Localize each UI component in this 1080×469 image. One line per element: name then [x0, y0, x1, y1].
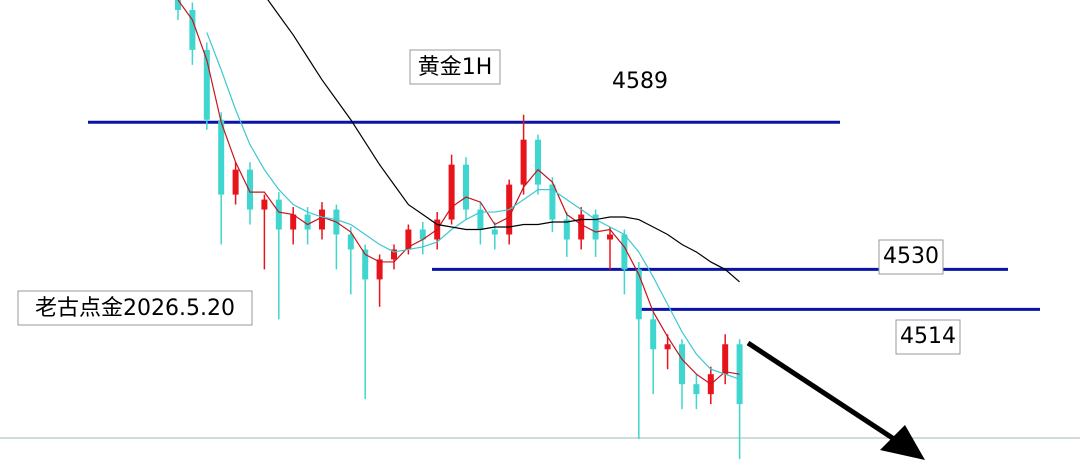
moving-average [267, 0, 740, 283]
arrow [746, 340, 925, 460]
candle-body [549, 184, 556, 220]
candle-body [319, 209, 325, 230]
candle-body [664, 344, 671, 350]
candle-body [175, 0, 181, 10]
level-box [878, 239, 944, 275]
title-box [409, 49, 501, 85]
candle-body [448, 164, 455, 220]
candle-body [218, 119, 225, 195]
level-label: 4530 [883, 244, 939, 269]
candle-body [247, 169, 253, 210]
candle-body [347, 234, 354, 250]
candle-body [463, 164, 469, 210]
candle-body [736, 344, 743, 405]
candle-body [607, 234, 613, 240]
candle-body [261, 199, 268, 210]
candle-body [232, 169, 239, 195]
candle-body [722, 344, 729, 375]
candle-body [592, 214, 599, 240]
moving-average [177, 0, 740, 385]
candle-body [376, 259, 383, 280]
candle-body [578, 214, 585, 240]
candle-body [477, 209, 484, 230]
level-label: 4589 [612, 69, 668, 94]
candle-body [391, 249, 397, 260]
candle-body [290, 214, 297, 230]
candle-body [520, 139, 527, 185]
chart-title: 黄金1H [418, 55, 493, 80]
candle-body [419, 229, 426, 240]
level-box [895, 319, 961, 355]
candle-body [679, 344, 685, 385]
candle-body [535, 139, 541, 185]
candle-body [203, 49, 210, 120]
candle-body [563, 219, 570, 240]
candle-body [621, 234, 628, 270]
moving-average [206, 32, 740, 380]
candle-body [275, 199, 282, 230]
candle-body [405, 229, 412, 250]
candle-body [635, 269, 642, 320]
candle-body [491, 229, 498, 235]
watermark: 老古点金2026.5.20 [35, 296, 235, 321]
candle-body [189, 9, 196, 50]
watermark-box [17, 290, 253, 326]
level-label: 4514 [900, 324, 956, 349]
candle-body [304, 214, 311, 230]
candle-body [362, 249, 369, 280]
candle-body [693, 384, 700, 395]
candle-body [650, 319, 657, 350]
